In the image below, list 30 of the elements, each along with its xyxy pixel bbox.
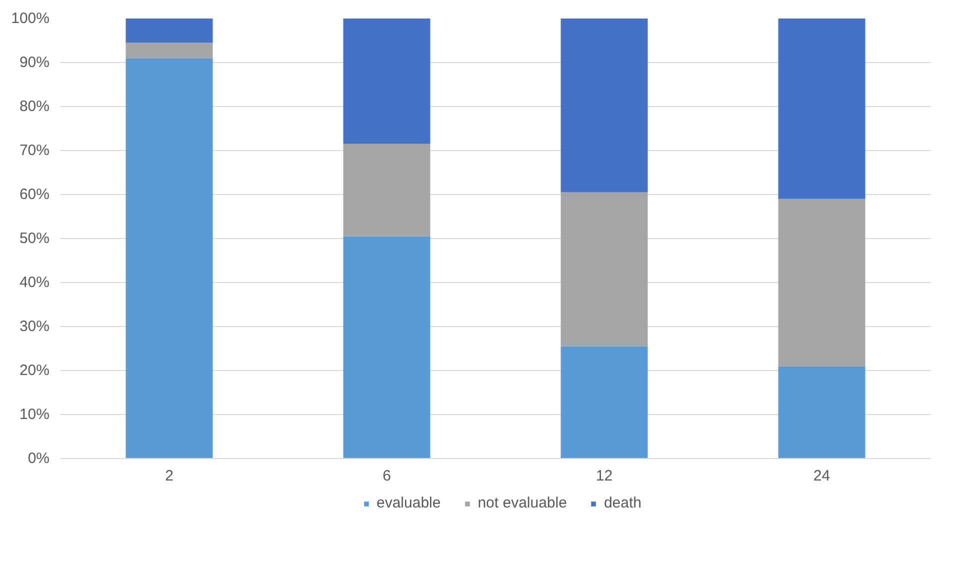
- y-tick-label: 50%: [19, 230, 50, 247]
- bar: [560, 192, 648, 346]
- y-tick-label: 60%: [19, 186, 50, 203]
- bar: [126, 42, 213, 58]
- y-tick-label: 90%: [19, 54, 50, 71]
- x-tick-label: 6: [382, 468, 391, 484]
- bar: [343, 144, 430, 236]
- y-tick-label: 40%: [19, 274, 50, 291]
- legend-label: not evaluable: [478, 494, 567, 512]
- x-tick-label: 24: [813, 468, 830, 484]
- bar: [778, 198, 866, 366]
- bar: [343, 236, 430, 458]
- bar: [126, 18, 213, 43]
- y-tick-label: 30%: [19, 318, 50, 335]
- bar: [560, 18, 648, 192]
- y-tick-label: 70%: [19, 142, 50, 159]
- x-tick-label: 2: [165, 468, 174, 484]
- x-tick-label: 12: [596, 468, 613, 484]
- bar: [126, 58, 213, 458]
- y-tick-label: 100%: [11, 10, 50, 27]
- bar: [778, 366, 866, 458]
- y-tick-label: 0%: [28, 450, 50, 467]
- bar: [560, 346, 648, 458]
- y-tick-label: 20%: [19, 362, 50, 379]
- legend-label: evaluable: [376, 494, 441, 512]
- bar: [343, 18, 430, 144]
- bar: [778, 18, 866, 199]
- y-tick-label: 10%: [19, 406, 50, 423]
- y-tick-label: 80%: [19, 98, 50, 115]
- legend-label: death: [604, 494, 642, 512]
